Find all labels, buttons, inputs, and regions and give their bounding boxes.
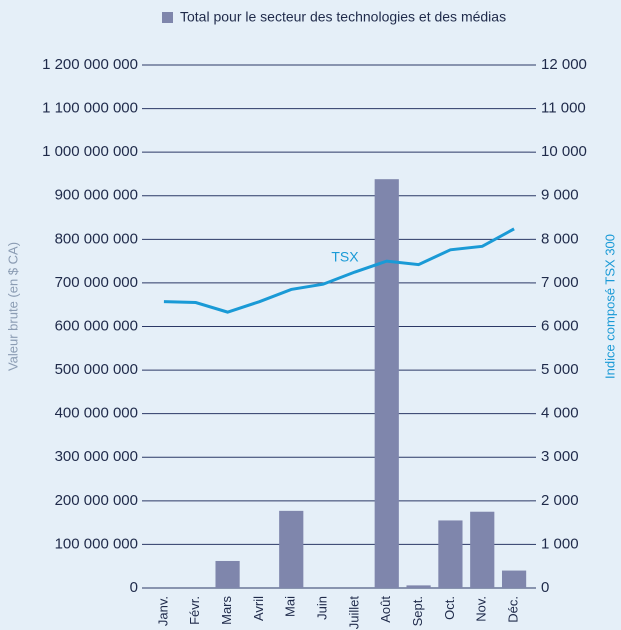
bar bbox=[374, 179, 399, 588]
line bbox=[163, 227, 515, 314]
y2-tick-label: 7 000 bbox=[541, 274, 579, 291]
x-tick-label: Août bbox=[378, 596, 393, 623]
legend-swatch bbox=[162, 12, 173, 23]
x-tick-label: Juillet bbox=[346, 596, 361, 630]
y2-tick-label: 11 000 bbox=[541, 100, 586, 117]
y2-tick-label: 2 000 bbox=[541, 492, 579, 509]
y-tick-label: 900 000 000 bbox=[55, 187, 138, 204]
y2-tick-label: 8 000 bbox=[541, 230, 579, 247]
x-tick-label: Févr. bbox=[187, 596, 202, 625]
bar bbox=[215, 560, 240, 588]
y-axis-label: Valeur brute (en $ CA) bbox=[5, 242, 20, 371]
y2-tick-label: 4 000 bbox=[541, 405, 579, 422]
y-tick-label: 500 000 000 bbox=[55, 361, 138, 378]
y-tick-label: 300 000 000 bbox=[55, 448, 138, 465]
y-tick-label: 1 100 000 000 bbox=[42, 100, 138, 117]
x-tick-label: Mai bbox=[283, 596, 298, 617]
x-tick-label: Juin bbox=[315, 596, 330, 620]
bar bbox=[406, 585, 431, 588]
y-tick-label: 1 000 000 000 bbox=[42, 143, 138, 160]
y-tick-label: 600 000 000 bbox=[55, 317, 138, 334]
y-tick-label: 400 000 000 bbox=[55, 405, 138, 422]
y2-tick-label: 9 000 bbox=[541, 187, 579, 204]
y2-tick-label: 5 000 bbox=[541, 361, 579, 378]
x-tick-label: Mars bbox=[219, 596, 234, 625]
y-tick-label: 700 000 000 bbox=[55, 274, 138, 291]
y-tick-label: 200 000 000 bbox=[55, 492, 138, 509]
legend-label: Total pour le secteur des technologies e… bbox=[180, 9, 506, 25]
y-tick-label: 100 000 000 bbox=[55, 535, 138, 552]
y2-tick-label: 6 000 bbox=[541, 317, 579, 334]
y2-tick-label: 10 000 bbox=[541, 143, 587, 160]
y2-tick-label: 0 bbox=[541, 579, 549, 596]
y-tick-label: 1 200 000 000 bbox=[42, 56, 138, 73]
line-label: TSX bbox=[331, 249, 359, 265]
y2-axis-label: Indice composé TSX 300 bbox=[602, 234, 617, 379]
bar bbox=[279, 510, 304, 588]
y2-tick-label: 12 000 bbox=[541, 56, 587, 73]
y2-tick-label: 1 000 bbox=[541, 535, 579, 552]
y2-tick-label: 3 000 bbox=[541, 448, 579, 465]
x-tick-label: Janv. bbox=[155, 596, 170, 626]
y-tick-label: 800 000 000 bbox=[55, 230, 138, 247]
bar bbox=[501, 570, 527, 588]
x-tick-label: Sept. bbox=[410, 596, 425, 626]
x-tick-label: Déc. bbox=[506, 596, 521, 623]
x-tick-label: Nov. bbox=[474, 596, 489, 622]
x-tick-label: Oct. bbox=[442, 596, 457, 620]
bar bbox=[470, 511, 495, 588]
x-tick-label: Avril bbox=[251, 596, 266, 621]
y-tick-label: 0 bbox=[130, 579, 138, 596]
bar bbox=[438, 520, 463, 588]
